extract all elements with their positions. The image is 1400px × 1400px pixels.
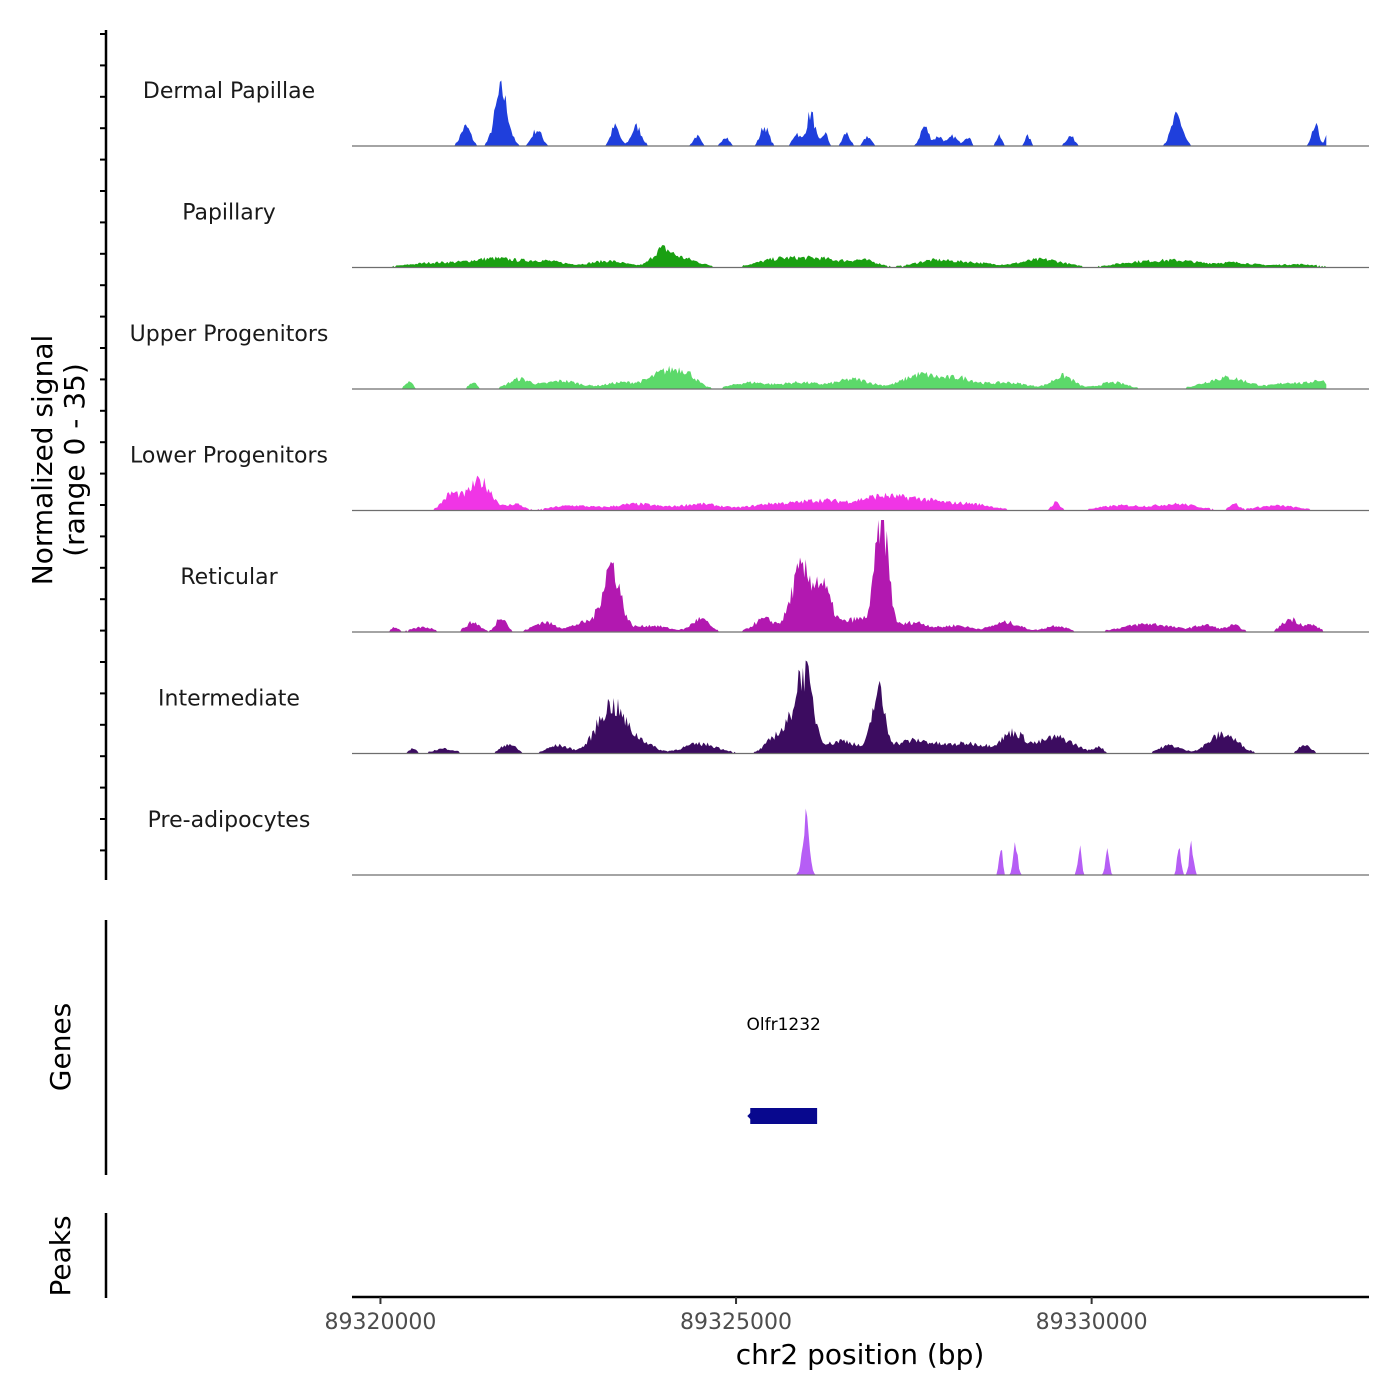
track-label: Papillary (182, 201, 276, 226)
genes-panel-title: Genes (44, 1003, 77, 1091)
signal-area (380, 520, 1327, 632)
peaks-panel-title: Peaks (44, 1215, 77, 1296)
track-label: Intermediate (158, 687, 300, 712)
signal-area (380, 365, 1327, 389)
track-pre-adipocytes: Pre-adipocytes (148, 808, 1369, 876)
track-label: Dermal Papillae (143, 79, 315, 104)
track-papillary: Papillary (182, 201, 1369, 269)
track-label: Upper Progenitors (130, 322, 329, 347)
signal-area (380, 80, 1327, 146)
x-tick-label: 89325000 (680, 1310, 792, 1335)
signal-area (380, 808, 1327, 875)
x-axis-title: chr2 position (bp) (736, 1338, 985, 1371)
track-lower-progenitors: Lower Progenitors (130, 444, 1369, 512)
track-dermal-papillae: Dermal Papillae (143, 79, 1369, 147)
track-label: Lower Progenitors (130, 444, 328, 469)
y-axis-title-line2: (range 0 - 35) (58, 363, 91, 557)
track-reticular: Reticular (180, 520, 1369, 633)
y-axis-title-line1: Normalized signal (26, 335, 59, 586)
signal-area (380, 475, 1327, 511)
gene-body (750, 1108, 818, 1124)
track-label: Pre-adipocytes (148, 808, 311, 833)
gene-annotation-panel: Olfr1232 (747, 1015, 821, 1124)
signal-tracks: Dermal Papillae Papillary Upper Progenitor… (130, 79, 1369, 876)
signal-area (380, 660, 1327, 754)
track-intermediate: Intermediate (158, 660, 1369, 755)
signal-area (380, 245, 1327, 268)
x-tick-label: 89320000 (324, 1310, 436, 1335)
signal-y-axis-ticks (100, 33, 106, 852)
track-upper-progenitors: Upper Progenitors (130, 322, 1369, 390)
y-axis-title: Normalized signal (range 0 - 35) (26, 335, 91, 586)
x-axis-ticks: 89320000 89325000 89330000 (324, 1297, 1148, 1335)
gene-strand-arrow (747, 1111, 753, 1121)
track-label: Reticular (180, 565, 278, 590)
gene-label: Olfr1232 (747, 1015, 821, 1035)
x-tick-label: 89330000 (1036, 1310, 1148, 1335)
